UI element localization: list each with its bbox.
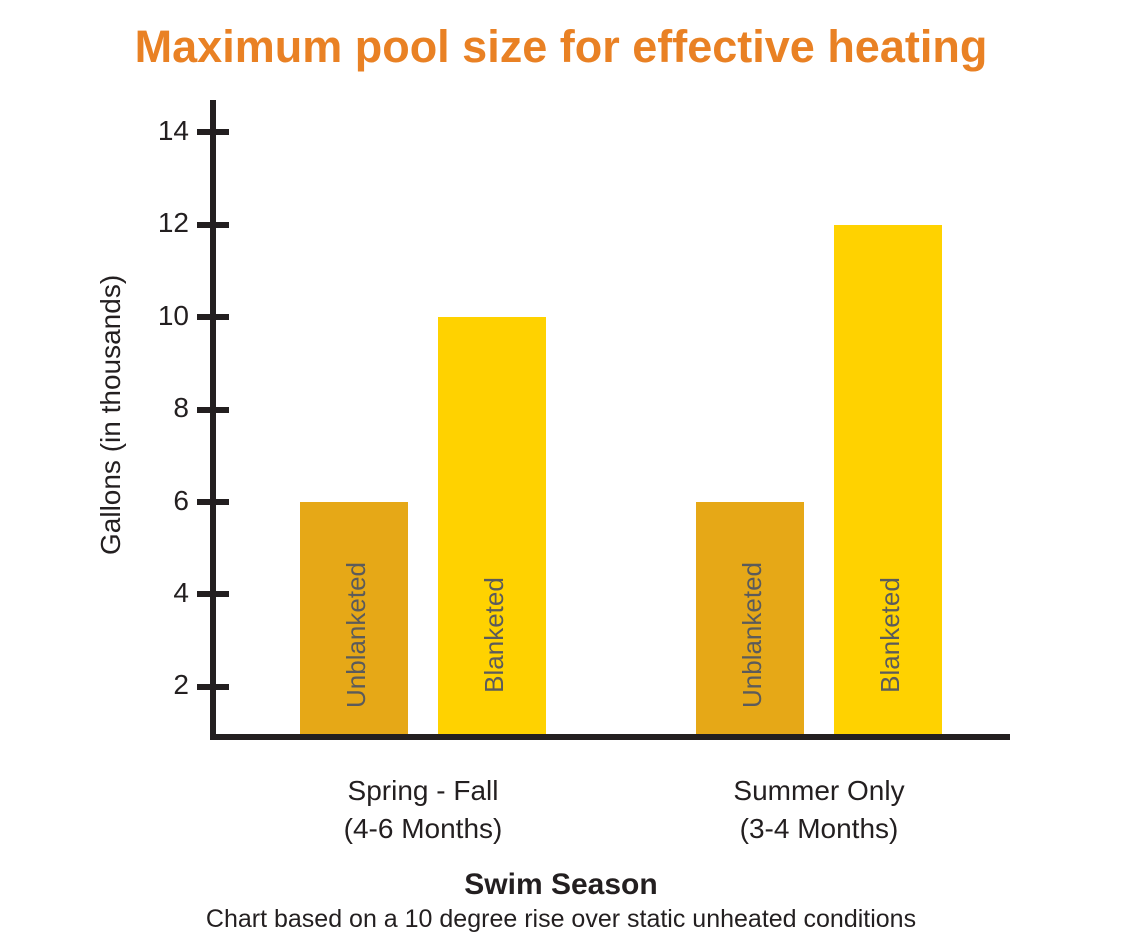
bar-label-blanketed: Blanketed — [875, 535, 901, 735]
y-tick — [197, 499, 229, 505]
y-tick — [197, 684, 229, 690]
bar-label-blanketed: Blanketed — [479, 535, 505, 735]
y-tick-label: 12 — [129, 207, 189, 239]
category-label-line1: Summer Only — [666, 772, 972, 810]
chart-footnote: Chart based on a 10 degree rise over sta… — [0, 905, 1122, 934]
y-tick-label: 2 — [129, 669, 189, 701]
category-label: Spring - Fall(4-6 Months) — [270, 772, 576, 848]
y-tick — [197, 591, 229, 597]
bar-label-unblanketed: Unblanketed — [341, 535, 367, 735]
y-tick — [197, 222, 229, 228]
category-label: Summer Only(3-4 Months) — [666, 772, 972, 848]
y-tick — [197, 129, 229, 135]
category-label-line2: (4-6 Months) — [270, 810, 576, 848]
plot-area: 2468101214Gallons (in thousands)Unblanke… — [210, 100, 1010, 740]
y-tick — [197, 407, 229, 413]
y-tick-label: 10 — [129, 300, 189, 332]
bar-label-unblanketed: Unblanketed — [737, 535, 763, 735]
category-label-line2: (3-4 Months) — [666, 810, 972, 848]
y-tick-label: 6 — [129, 485, 189, 517]
chart-page: Maximum pool size for effective heating … — [0, 0, 1122, 942]
y-tick-label: 4 — [129, 577, 189, 609]
y-axis-line — [210, 100, 216, 740]
y-tick — [197, 314, 229, 320]
x-axis-title: Swim Season — [0, 868, 1122, 902]
y-tick-label: 14 — [129, 115, 189, 147]
y-tick-label: 8 — [129, 392, 189, 424]
y-axis-title: Gallons (in thousands) — [95, 274, 127, 554]
chart-title: Maximum pool size for effective heating — [0, 22, 1122, 72]
category-label-line1: Spring - Fall — [270, 772, 576, 810]
